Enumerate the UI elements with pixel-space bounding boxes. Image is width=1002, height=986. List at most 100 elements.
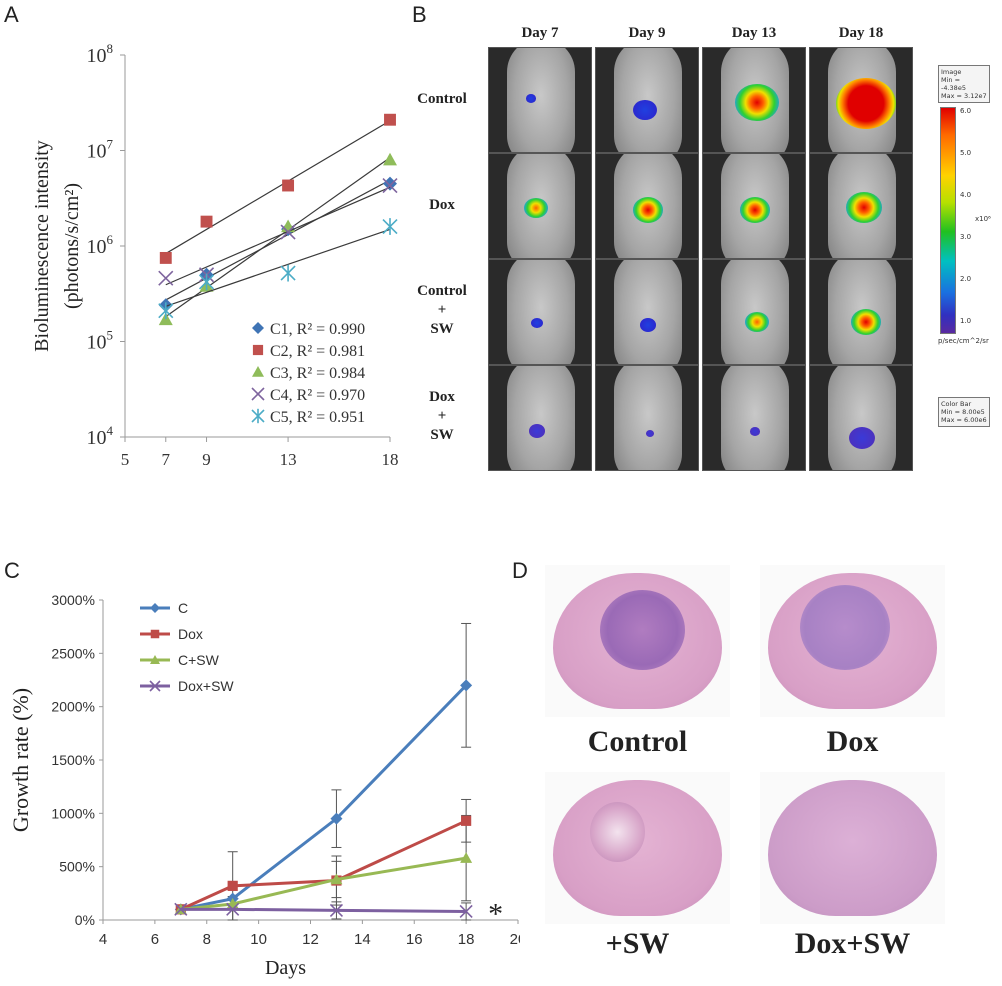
- histology-label-sw: +SW: [605, 927, 670, 960]
- x-axis-label: Days: [265, 957, 306, 979]
- series-line-Dox+SW: [180, 907, 467, 913]
- mouse-image: [702, 365, 806, 471]
- tumor-region: [600, 590, 685, 670]
- bioluminescence-signal: [526, 94, 536, 103]
- mouse-image: [702, 259, 806, 365]
- point-C4: [280, 224, 296, 240]
- bioluminescence-signal: [849, 427, 875, 450]
- legend-marker-C1: [252, 322, 264, 334]
- bioluminescence-imaging-grid: Day 7 Day 9 Day 13 Day 18 Control Dox Control +…: [400, 25, 995, 505]
- colorbar-units: p/sec/cm^2/sr: [938, 337, 989, 345]
- histology-dox: [760, 565, 945, 717]
- y-tick-label: 105: [87, 328, 114, 354]
- bioluminescence-signal: [524, 198, 548, 219]
- y-axis-label: Growth rate (%): [8, 688, 33, 832]
- mouse-image: [595, 259, 699, 365]
- series-line-C: [180, 684, 468, 911]
- legend-label-C2: C2, R² = 0.981: [270, 343, 365, 360]
- x-tick-label: 18: [382, 450, 399, 469]
- point-C2: [384, 113, 396, 126]
- histology-sw: [545, 772, 730, 924]
- x-tick-label: 16: [406, 931, 423, 948]
- x-tick-label: 14: [354, 931, 371, 948]
- point-C4-stroke: [382, 177, 398, 194]
- legend-marker-C+SW: [150, 655, 160, 664]
- bioluminescence-signal: [735, 84, 779, 122]
- point-Dox+SW-stroke: [459, 904, 473, 919]
- y-tick-label: 2000%: [51, 699, 95, 715]
- x-tick-label: 10: [250, 931, 267, 948]
- y-tick-label: 107: [87, 137, 114, 163]
- y-tick-label: 2500%: [51, 645, 95, 661]
- point-C4-stroke: [280, 224, 296, 240]
- colorbar-tick: 5.0: [960, 149, 972, 157]
- histology-control: [545, 565, 730, 717]
- legend-label-Dox+SW: Dox+SW: [178, 678, 234, 694]
- point-C+SW: [330, 873, 343, 885]
- legend-marker-Dox+SW-stroke: [149, 680, 161, 692]
- y-tick-label: 108: [87, 41, 114, 67]
- point-C5: [382, 218, 398, 235]
- point-Dox+SW: [329, 903, 344, 917]
- bioluminescence-signal: [633, 197, 663, 223]
- mouse-image: [595, 365, 699, 471]
- point-Dox+SW-stroke: [226, 902, 240, 916]
- bioluminescence-signal: [851, 309, 881, 335]
- group-label: Control: [417, 91, 467, 107]
- x-tick-label: 8: [203, 931, 211, 948]
- mouse-image: [488, 47, 592, 153]
- legend-marker-C4-stroke: [251, 387, 265, 401]
- tumor-region: [590, 802, 645, 862]
- group-label: Dox + SW: [429, 389, 455, 443]
- colorbar-tick: 2.0: [960, 275, 972, 283]
- point-C4: [382, 177, 398, 194]
- day-header: Day 13: [731, 25, 777, 41]
- point-C: [330, 812, 343, 825]
- x-tick-label: 13: [280, 450, 297, 469]
- mouse-head: [507, 366, 575, 470]
- point-C5: [280, 264, 296, 282]
- mouse-image: [702, 153, 806, 259]
- point-C3: [383, 152, 397, 166]
- point-C2: [282, 179, 295, 192]
- point-C4-stroke: [158, 270, 174, 286]
- point-Dox+SW-stroke: [174, 902, 188, 916]
- y-axis-label: Bioluminescence intensity: [31, 140, 53, 352]
- point-C+SW: [460, 852, 473, 863]
- day-header: Day 7: [521, 25, 559, 41]
- x-tick-label: 18: [458, 931, 475, 948]
- legend-label-C+SW: C+SW: [178, 652, 220, 668]
- day-header: Day 9: [628, 25, 666, 41]
- point-C2: [200, 215, 213, 228]
- point-Dox+SW: [459, 904, 473, 919]
- series-line-C+SW: [180, 856, 467, 911]
- mouse-head: [721, 366, 789, 470]
- group-label: Control + SW: [417, 283, 467, 337]
- histology-label-control: Control: [587, 725, 688, 758]
- y-axis-label-units: (photons/s/cm²): [61, 183, 83, 309]
- legend-label-C5: C5, R² = 0.951: [270, 409, 365, 426]
- x-tick-label: 6: [151, 931, 159, 948]
- mouse-image: [809, 259, 913, 365]
- bioluminescence-signal: [531, 318, 543, 329]
- y-tick-label: 500%: [59, 859, 95, 875]
- histology-grid: Control Dox +SW Dox+SW: [545, 565, 970, 975]
- tumor-region: [800, 585, 890, 670]
- point-Dox: [461, 815, 472, 826]
- legend-label-C: C: [178, 600, 188, 616]
- bioluminescence-signal: [633, 100, 657, 121]
- mouse-head: [614, 260, 682, 364]
- mouse-image: [595, 47, 699, 153]
- histology-label-dox: Dox: [826, 725, 879, 758]
- group-label: Dox: [429, 197, 455, 213]
- point-C1: [383, 176, 397, 191]
- mouse-image: [702, 47, 806, 153]
- bioluminescence-signal: [740, 197, 770, 223]
- colorbar-tick: 6.0: [960, 107, 972, 115]
- trendline-C5: [165, 228, 391, 307]
- y-tick-label: 1500%: [51, 752, 95, 768]
- point-Dox+SW: [226, 902, 240, 916]
- histology-label-dox-sw: Dox+SW: [794, 927, 911, 960]
- y-tick-label: 0%: [75, 912, 95, 928]
- x-tick-label: 20: [510, 931, 520, 948]
